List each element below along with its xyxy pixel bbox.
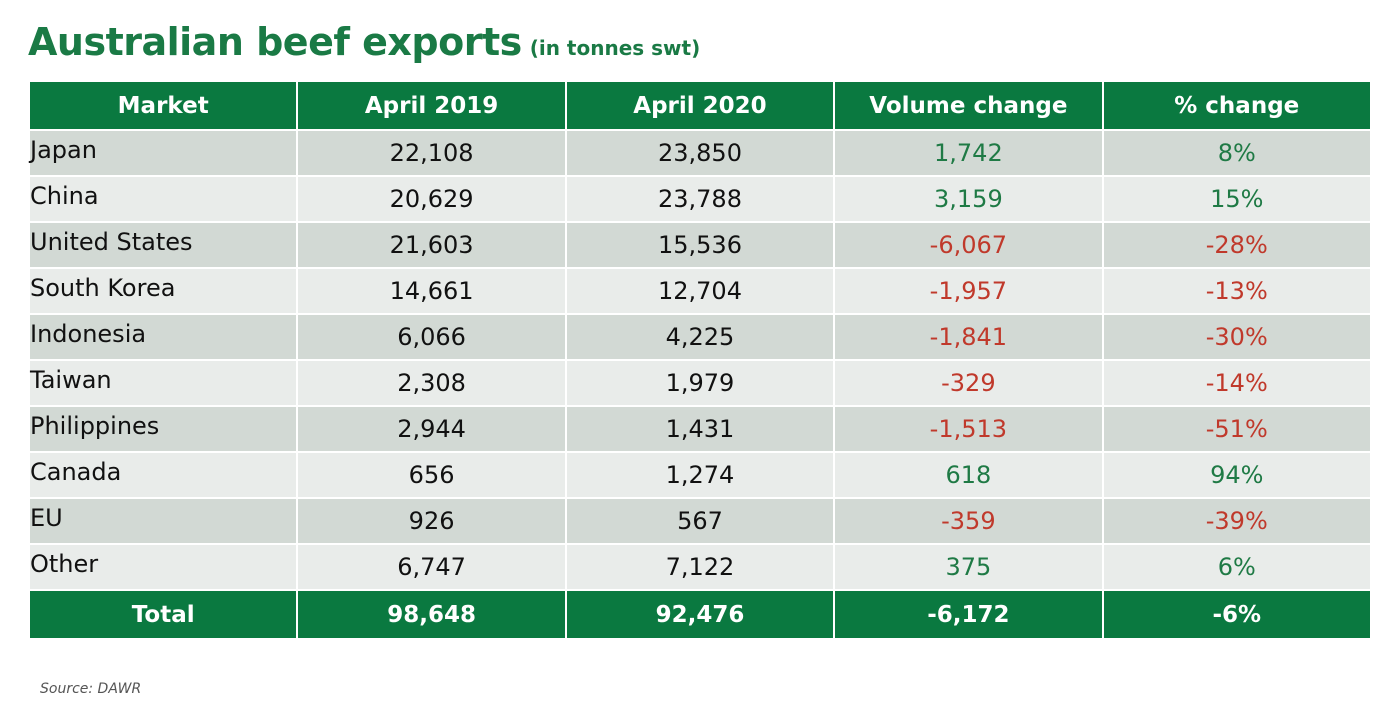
header-market: Market	[27, 80, 299, 131]
header-april-2020: April 2020	[564, 80, 836, 131]
pct-change-cell: -51%	[1101, 405, 1372, 453]
volume-change-cell: 3,159	[833, 175, 1104, 223]
april-2020-cell: 15,536	[564, 221, 836, 269]
market-name: Indonesia	[30, 320, 147, 348]
header-volume-change: Volume change	[833, 80, 1104, 131]
market-name: Canada	[30, 458, 122, 486]
total-april-2019: 98,648	[296, 589, 567, 640]
title-main: Australian beef exports	[28, 20, 522, 64]
market-name: Japan	[30, 136, 97, 164]
table-row: United States 21,603 15,536 -6,067 -28%	[27, 221, 1372, 269]
april-2020-cell: 567	[564, 497, 836, 545]
volume-change-cell: -1,841	[833, 313, 1104, 361]
volume-change-cell: -1,957	[833, 267, 1104, 315]
total-pct-change: -6%	[1101, 589, 1372, 640]
april-2019-cell: 14,661	[296, 267, 567, 315]
volume-change-cell: -6,067	[833, 221, 1104, 269]
market-name: Taiwan	[30, 366, 112, 394]
total-april-2020: 92,476	[564, 589, 836, 640]
total-label: Total	[27, 589, 299, 640]
market-name: South Korea	[30, 274, 176, 302]
pct-change-cell: 94%	[1101, 451, 1372, 499]
volume-change-cell: 618	[833, 451, 1104, 499]
beef-exports-table: Market April 2019 April 2020 Volume chan…	[27, 80, 1372, 640]
source-note: Source: DAWR	[40, 681, 142, 697]
market-cell: Other	[27, 543, 299, 591]
april-2019-cell: 2,308	[296, 359, 567, 407]
pct-change-cell: -30%	[1101, 313, 1372, 361]
april-2020-cell: 12,704	[564, 267, 836, 315]
pct-change-cell: -28%	[1101, 221, 1372, 269]
page-title: Australian beef exports (in tonnes swt)	[28, 20, 700, 64]
market-cell: EU	[27, 497, 299, 545]
table-row: South Korea 14,661 12,704 -1,957 -13%	[27, 267, 1372, 315]
market-cell: China	[27, 175, 299, 223]
total-volume-change: -6,172	[833, 589, 1104, 640]
market-cell: South Korea	[27, 267, 299, 315]
april-2019-cell: 22,108	[296, 129, 567, 177]
table-row: Canada 656 1,274 618 94%	[27, 451, 1372, 499]
april-2019-cell: 6,066	[296, 313, 567, 361]
market-name: Philippines	[30, 412, 160, 440]
market-cell: Indonesia	[27, 313, 299, 361]
april-2020-cell: 7,122	[564, 543, 836, 591]
table-row: Indonesia 6,066 4,225 -1,841 -30%	[27, 313, 1372, 361]
april-2020-cell: 1,274	[564, 451, 836, 499]
market-cell: Japan	[27, 129, 299, 177]
april-2019-cell: 926	[296, 497, 567, 545]
pct-change-cell: -13%	[1101, 267, 1372, 315]
table-row: Taiwan 2,308 1,979 -329 -14%	[27, 359, 1372, 407]
pct-change-cell: -39%	[1101, 497, 1372, 545]
total-row: Total 98,648 92,476 -6,172 -6%	[27, 589, 1372, 640]
market-cell: Canada	[27, 451, 299, 499]
pct-change-cell: 8%	[1101, 129, 1372, 177]
april-2020-cell: 1,979	[564, 359, 836, 407]
table-row: Other 6,747 7,122 375 6%	[27, 543, 1372, 591]
april-2019-cell: 21,603	[296, 221, 567, 269]
april-2019-cell: 2,944	[296, 405, 567, 453]
market-cell: United States	[27, 221, 299, 269]
april-2020-cell: 23,788	[564, 175, 836, 223]
april-2020-cell: 1,431	[564, 405, 836, 453]
title-unit: (in tonnes swt)	[529, 36, 701, 60]
april-2019-cell: 656	[296, 451, 567, 499]
volume-change-cell: -359	[833, 497, 1104, 545]
market-name: Other	[30, 550, 99, 578]
april-2020-cell: 4,225	[564, 313, 836, 361]
header-row: Market April 2019 April 2020 Volume chan…	[27, 80, 1372, 131]
market-cell: Philippines	[27, 405, 299, 453]
april-2019-cell: 6,747	[296, 543, 567, 591]
volume-change-cell: -329	[833, 359, 1104, 407]
april-2019-cell: 20,629	[296, 175, 567, 223]
volume-change-cell: 1,742	[833, 129, 1104, 177]
market-name: United States	[30, 228, 193, 256]
april-2020-cell: 23,850	[564, 129, 836, 177]
header-pct-change: % change	[1101, 80, 1372, 131]
table-row: EU 926 567 -359 -39%	[27, 497, 1372, 545]
pct-change-cell: -14%	[1101, 359, 1372, 407]
market-cell: Taiwan	[27, 359, 299, 407]
volume-change-cell: 375	[833, 543, 1104, 591]
volume-change-cell: -1,513	[833, 405, 1104, 453]
pct-change-cell: 6%	[1101, 543, 1372, 591]
pct-change-cell: 15%	[1101, 175, 1372, 223]
header-april-2019: April 2019	[296, 80, 567, 131]
market-name: China	[30, 182, 99, 210]
market-name: EU	[30, 504, 63, 532]
table-row: Philippines 2,944 1,431 -1,513 -51%	[27, 405, 1372, 453]
table-row: Japan 22,108 23,850 1,742 8%	[27, 129, 1372, 177]
table-row: China 20,629 23,788 3,159 15%	[27, 175, 1372, 223]
